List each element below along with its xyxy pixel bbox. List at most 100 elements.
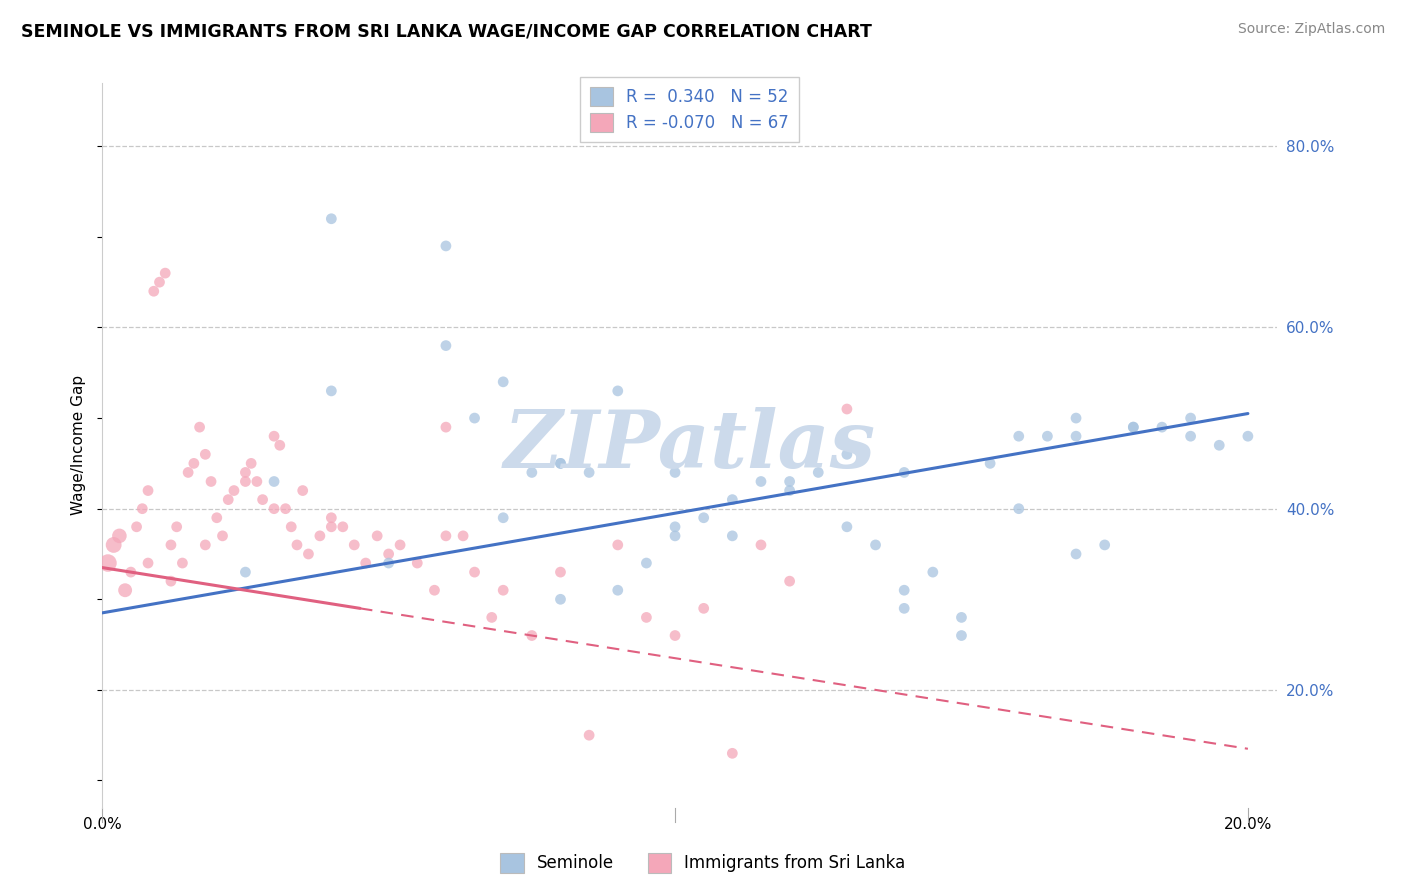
- Point: [160, 538, 183, 552]
- Point: [280, 520, 302, 534]
- Point: [464, 565, 486, 579]
- Point: [406, 556, 429, 570]
- Point: [321, 384, 343, 398]
- Point: [160, 574, 183, 589]
- Point: [125, 520, 148, 534]
- Point: [377, 547, 399, 561]
- Point: [211, 529, 233, 543]
- Point: [285, 538, 308, 552]
- Point: [807, 466, 830, 480]
- Point: [423, 583, 446, 598]
- Point: [721, 492, 744, 507]
- Point: [749, 475, 772, 489]
- Point: [354, 556, 377, 570]
- Point: [377, 556, 399, 570]
- Point: [481, 610, 503, 624]
- Point: [606, 384, 628, 398]
- Point: [194, 447, 217, 461]
- Point: [142, 284, 165, 298]
- Point: [217, 492, 239, 507]
- Point: [520, 628, 543, 642]
- Point: [865, 538, 887, 552]
- Point: [194, 538, 217, 552]
- Point: [779, 475, 801, 489]
- Point: [343, 538, 366, 552]
- Point: [321, 510, 343, 524]
- Point: [664, 520, 686, 534]
- Point: [1180, 429, 1202, 443]
- Point: [332, 520, 354, 534]
- Point: [893, 583, 915, 598]
- Point: [120, 565, 142, 579]
- Point: [389, 538, 412, 552]
- Point: [835, 520, 858, 534]
- Point: [97, 556, 120, 570]
- Point: [835, 402, 858, 417]
- Point: [664, 466, 686, 480]
- Point: [1008, 429, 1031, 443]
- Point: [636, 610, 658, 624]
- Point: [979, 456, 1001, 470]
- Point: [205, 510, 228, 524]
- Point: [321, 211, 343, 226]
- Point: [492, 375, 515, 389]
- Point: [172, 556, 194, 570]
- Point: [950, 610, 973, 624]
- Point: [492, 583, 515, 598]
- Legend: Seminole, Immigrants from Sri Lanka: Seminole, Immigrants from Sri Lanka: [494, 847, 912, 880]
- Point: [263, 475, 285, 489]
- Point: [222, 483, 245, 498]
- Point: [103, 538, 125, 552]
- Text: Source: ZipAtlas.com: Source: ZipAtlas.com: [1237, 22, 1385, 37]
- Point: [835, 447, 858, 461]
- Point: [749, 538, 772, 552]
- Point: [578, 466, 600, 480]
- Point: [1150, 420, 1173, 434]
- Point: [1064, 547, 1087, 561]
- Point: [136, 556, 159, 570]
- Point: [114, 583, 136, 598]
- Point: [183, 456, 205, 470]
- Point: [636, 556, 658, 570]
- Point: [235, 466, 257, 480]
- Point: [664, 529, 686, 543]
- Point: [235, 565, 257, 579]
- Point: [148, 275, 170, 289]
- Point: [550, 565, 572, 579]
- Point: [779, 574, 801, 589]
- Point: [166, 520, 188, 534]
- Point: [274, 501, 297, 516]
- Point: [200, 475, 222, 489]
- Point: [263, 429, 285, 443]
- Point: [108, 529, 131, 543]
- Point: [721, 747, 744, 761]
- Point: [779, 483, 801, 498]
- Point: [309, 529, 332, 543]
- Text: SEMINOLE VS IMMIGRANTS FROM SRI LANKA WAGE/INCOME GAP CORRELATION CHART: SEMINOLE VS IMMIGRANTS FROM SRI LANKA WA…: [21, 22, 872, 40]
- Legend: R =  0.340   N = 52, R = -0.070   N = 67: R = 0.340 N = 52, R = -0.070 N = 67: [579, 77, 799, 142]
- Point: [235, 475, 257, 489]
- Point: [1180, 411, 1202, 425]
- Point: [464, 411, 486, 425]
- Point: [434, 529, 457, 543]
- Point: [188, 420, 211, 434]
- Point: [1036, 429, 1059, 443]
- Point: [1122, 420, 1144, 434]
- Point: [434, 420, 457, 434]
- Point: [950, 628, 973, 642]
- Point: [1064, 429, 1087, 443]
- Point: [492, 510, 515, 524]
- Point: [263, 501, 285, 516]
- Point: [550, 456, 572, 470]
- Point: [246, 475, 269, 489]
- Point: [434, 239, 457, 253]
- Point: [155, 266, 177, 280]
- Point: [664, 628, 686, 642]
- Point: [1122, 420, 1144, 434]
- Point: [692, 601, 714, 615]
- Point: [131, 501, 153, 516]
- Point: [1208, 438, 1230, 452]
- Point: [136, 483, 159, 498]
- Point: [366, 529, 388, 543]
- Point: [252, 492, 274, 507]
